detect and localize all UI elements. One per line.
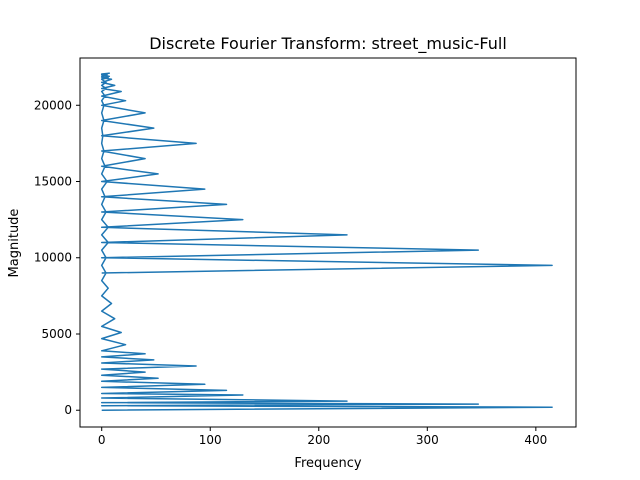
y-tick-label: 20000 xyxy=(34,98,72,112)
y-tick-label: 5000 xyxy=(41,327,72,341)
x-tick-label: 100 xyxy=(199,433,222,447)
y-tick-label: 0 xyxy=(64,403,72,417)
y-tick-label: 15000 xyxy=(34,175,72,189)
x-axis-label: Frequency xyxy=(294,456,361,471)
y-axis: 0 5000 10000 15000 20000 xyxy=(34,98,80,417)
x-tick-label: 0 xyxy=(98,433,106,447)
axes-frame xyxy=(79,57,577,428)
x-tick-label: 200 xyxy=(307,433,330,447)
y-tick-label: 10000 xyxy=(34,251,72,265)
plot-area xyxy=(100,72,553,411)
series-line-0 xyxy=(100,72,553,411)
x-tick-label: 300 xyxy=(416,433,439,447)
chart-title: Discrete Fourier Transform: street_music… xyxy=(149,34,507,54)
y-axis-label: Magnitude xyxy=(7,209,22,278)
x-tick-label: 400 xyxy=(524,433,547,447)
x-axis: 0 100 200 300 400 xyxy=(98,427,547,447)
